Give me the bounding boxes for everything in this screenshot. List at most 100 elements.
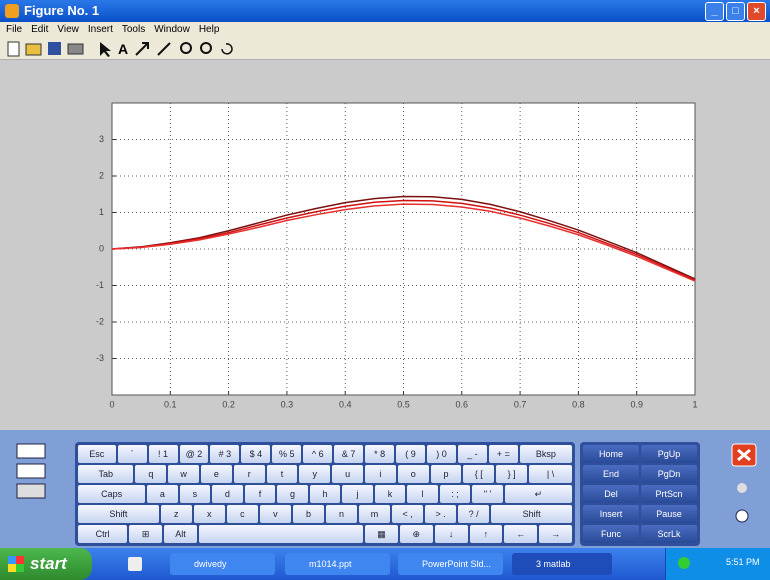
key[interactable]: ↑ — [470, 525, 503, 543]
taskbar-item[interactable]: dwivedy — [170, 553, 275, 575]
key[interactable]: v — [260, 505, 291, 523]
taskbar-item[interactable]: 3 matlab — [512, 553, 612, 575]
zoom-in-icon[interactable] — [181, 43, 191, 53]
key[interactable]: n — [326, 505, 357, 523]
key[interactable]: u — [332, 465, 363, 483]
key[interactable]: Shift — [78, 505, 159, 523]
key[interactable]: : ; — [440, 485, 471, 503]
key[interactable]: < , — [392, 505, 423, 523]
key[interactable]: > . — [425, 505, 456, 523]
key[interactable]: l — [407, 485, 438, 503]
key[interactable]: * 8 — [365, 445, 394, 463]
taskbar-item[interactable]: m1014.ppt — [285, 553, 390, 575]
space-bar[interactable] — [199, 525, 363, 543]
key[interactable]: Home — [583, 445, 639, 463]
menu-item[interactable]: Window — [154, 22, 190, 38]
key[interactable]: i — [365, 465, 396, 483]
key[interactable]: Ctrl — [78, 525, 127, 543]
key[interactable]: Del — [583, 485, 639, 503]
key[interactable]: b — [293, 505, 324, 523]
key[interactable]: PrtScn — [641, 485, 697, 503]
key[interactable]: x — [194, 505, 225, 523]
key[interactable]: ⊞ — [129, 525, 162, 543]
key[interactable]: j — [342, 485, 373, 503]
key[interactable]: m — [359, 505, 390, 523]
key[interactable]: z — [161, 505, 192, 523]
menu-item[interactable]: File — [6, 22, 22, 38]
arrow-icon[interactable] — [136, 43, 148, 55]
key[interactable]: ↓ — [435, 525, 468, 543]
key[interactable]: _ - — [458, 445, 487, 463]
line-icon[interactable] — [158, 43, 170, 55]
key[interactable]: | \ — [529, 465, 572, 483]
key[interactable]: c — [227, 505, 258, 523]
key[interactable]: Pause — [641, 505, 697, 523]
key[interactable]: $ 4 — [241, 445, 270, 463]
key[interactable]: ScrLk — [641, 525, 697, 543]
key[interactable]: End — [583, 465, 639, 483]
menu-item[interactable]: View — [57, 22, 79, 38]
key[interactable]: ^ 6 — [303, 445, 332, 463]
key[interactable]: p — [431, 465, 462, 483]
menu-item[interactable]: Insert — [88, 22, 113, 38]
key[interactable]: & 7 — [334, 445, 363, 463]
key[interactable]: % 5 — [272, 445, 301, 463]
side-icon[interactable] — [17, 484, 45, 498]
key[interactable]: Tab — [78, 465, 133, 483]
key[interactable]: d — [212, 485, 243, 503]
key[interactable]: y — [299, 465, 330, 483]
menu-item[interactable]: Edit — [31, 22, 48, 38]
text-icon[interactable]: A — [118, 41, 128, 57]
rotate-icon[interactable] — [222, 44, 232, 54]
key[interactable]: e — [201, 465, 232, 483]
help-icon[interactable] — [736, 510, 748, 522]
key[interactable]: ← — [504, 525, 537, 543]
key[interactable]: ! 1 — [149, 445, 178, 463]
zoom-out-icon[interactable] — [201, 43, 211, 53]
key[interactable]: ⊕ — [400, 525, 433, 543]
key[interactable]: Esc — [78, 445, 116, 463]
key[interactable]: } ] — [496, 465, 527, 483]
key[interactable]: h — [310, 485, 341, 503]
key[interactable]: f — [245, 485, 276, 503]
key[interactable]: PgDn — [641, 465, 697, 483]
menu-item[interactable]: Help — [199, 22, 220, 38]
key[interactable]: ▦ — [365, 525, 398, 543]
key[interactable]: w — [168, 465, 199, 483]
key[interactable]: { [ — [463, 465, 494, 483]
side-icon[interactable] — [17, 464, 45, 478]
save-icon[interactable] — [48, 42, 61, 55]
key[interactable]: s — [180, 485, 211, 503]
key[interactable]: ↵ — [505, 485, 572, 503]
key[interactable]: # 3 — [210, 445, 239, 463]
key[interactable]: ( 9 — [396, 445, 425, 463]
key[interactable]: Func — [583, 525, 639, 543]
key[interactable]: Caps — [78, 485, 145, 503]
key[interactable]: ` — [118, 445, 147, 463]
key[interactable]: g — [277, 485, 308, 503]
key[interactable]: ) 0 — [427, 445, 456, 463]
select-icon[interactable] — [100, 42, 111, 57]
key[interactable]: Insert — [583, 505, 639, 523]
maximize-button[interactable]: □ — [726, 2, 745, 21]
menu-item[interactable]: Tools — [122, 22, 145, 38]
quick-launch-icon[interactable] — [128, 557, 142, 571]
key[interactable]: @ 2 — [180, 445, 209, 463]
print-icon[interactable] — [68, 44, 83, 54]
side-icon[interactable] — [17, 444, 45, 458]
open-icon[interactable] — [26, 44, 41, 55]
key[interactable]: Bksp — [520, 445, 572, 463]
new-icon[interactable] — [8, 42, 19, 56]
key[interactable]: o — [398, 465, 429, 483]
key[interactable]: t — [267, 465, 298, 483]
close-button[interactable]: × — [747, 2, 766, 21]
key[interactable]: PgUp — [641, 445, 697, 463]
key[interactable]: Shift — [491, 505, 572, 523]
key[interactable]: a — [147, 485, 178, 503]
taskbar-item[interactable]: PowerPoint Sld... — [398, 553, 503, 575]
key[interactable]: + = — [489, 445, 518, 463]
settings-icon[interactable] — [737, 483, 747, 493]
minimize-button[interactable]: _ — [705, 2, 724, 21]
key[interactable]: " ' — [472, 485, 503, 503]
key[interactable]: k — [375, 485, 406, 503]
